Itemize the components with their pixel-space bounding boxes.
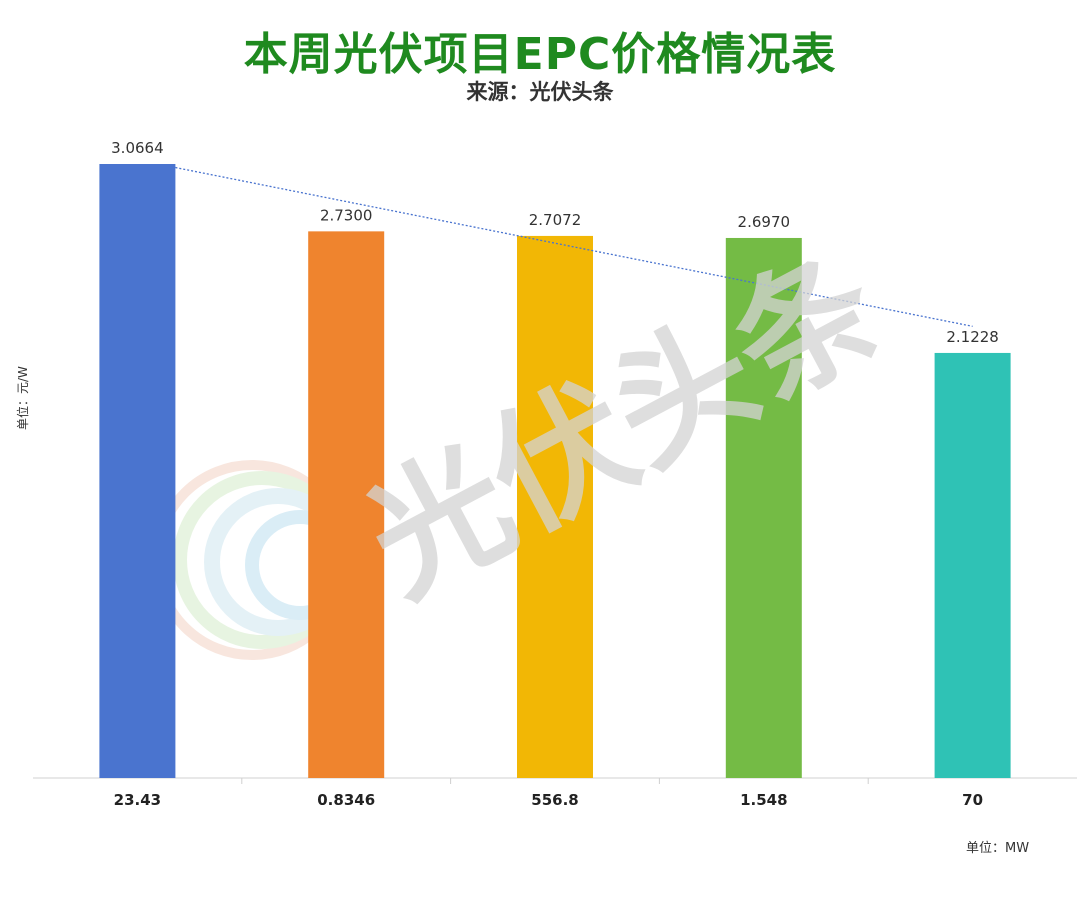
bar [725,237,802,778]
bar [934,352,1011,778]
bar [517,235,593,779]
plot-area: 3.0664 23.43 2.7300 0.8346 2.7072 556.8 2.6970… [33,139,1077,809]
data-label: 2.7072 [529,211,582,229]
data-label: 2.6970 [738,213,791,231]
x-tick-label: 70 [962,791,983,809]
watermark-logo [152,460,355,660]
x-tick-label: 556.8 [531,791,578,809]
data-label: 2.1228 [946,328,999,346]
x-tick-label: 23.43 [114,791,161,809]
chart-title: 本周光伏项目EPC价格情况表 [243,29,837,80]
x-axis-unit-label: 单位：MW [966,841,1030,856]
x-tick-label: 0.8346 [317,791,375,809]
x-tick-label: 1.548 [740,791,787,809]
data-label: 2.7300 [320,206,373,224]
data-label: 3.0664 [111,139,164,157]
bar [308,231,385,778]
bar [99,164,176,778]
chart-subtitle: 来源：光伏头条 [466,80,614,104]
trendline [175,166,973,327]
watermark-text: 光伏头条 [342,225,905,626]
